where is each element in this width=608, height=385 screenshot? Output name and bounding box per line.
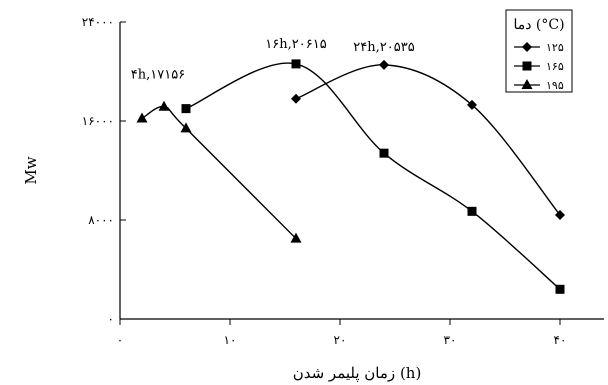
- data-point-1-0: [181, 104, 191, 114]
- data-point-2-2: [180, 122, 192, 133]
- data-point-0-2: [467, 99, 477, 110]
- data-point-2-1: [158, 100, 170, 111]
- data-point-2-0: [136, 112, 148, 123]
- data-point-0-3: [555, 210, 565, 221]
- x-tick-label: ۱۰: [224, 333, 237, 347]
- legend-title: دما (°C): [513, 17, 564, 33]
- legend-marker-1: [522, 61, 532, 71]
- data-point-2-3: [290, 232, 302, 243]
- legend: دما (°C) ۱۲۵ ۱۶۵ ۱۹۵: [505, 9, 573, 93]
- x-tick-label: ۲۰: [334, 333, 347, 347]
- legend-marker-0: [522, 42, 532, 52]
- y-tick-label: ۰: [108, 312, 114, 326]
- x-axis-title: زمان پلیمر شدن (h): [293, 364, 422, 382]
- plot-area: ۰ ۸۰۰۰ ۱۶۰۰۰ ۲۴۰۰۰ ۰ ۱۰ ۲۰ ۳۰ ۴۰ زمان پلیمر شدن (…: [22, 15, 604, 382]
- series-line-2: [141, 105, 297, 240]
- data-point-1-4: [555, 284, 565, 294]
- data-point-1-2: [379, 148, 389, 158]
- series-line-0: [295, 64, 561, 216]
- legend-label-0: ۱۲۵: [546, 41, 564, 54]
- x-tick-label: ۰: [117, 333, 123, 347]
- annotation-label: ۱۶h,۲۰۶۱۵: [265, 37, 326, 52]
- annotation-label: ۲۴h,۲۰۵۳۵: [353, 40, 414, 55]
- legend-box: [505, 9, 573, 93]
- y-tick-label: ۸۰۰۰: [88, 213, 114, 227]
- data-point-0-0: [291, 93, 301, 104]
- x-tick-label: ۴۰: [554, 333, 567, 347]
- y-tick-label: ۱۶۰۰۰: [82, 114, 114, 128]
- y-tick-label: ۲۴۰۰۰: [82, 15, 114, 29]
- data-point-1-1: [291, 59, 301, 69]
- series-line-1: [185, 62, 561, 290]
- legend-label-1: ۱۶۵: [546, 60, 564, 73]
- annotation-label: ۴h,۱۷۱۵۶: [131, 68, 185, 83]
- y-axis-title: Mw: [22, 156, 40, 184]
- data-point-0-1: [379, 59, 389, 70]
- data-point-1-3: [467, 206, 477, 216]
- legend-label-2: ۱۹۵: [546, 79, 564, 92]
- x-tick-label: ۳۰: [444, 333, 457, 347]
- legend-marker-2: [521, 79, 533, 89]
